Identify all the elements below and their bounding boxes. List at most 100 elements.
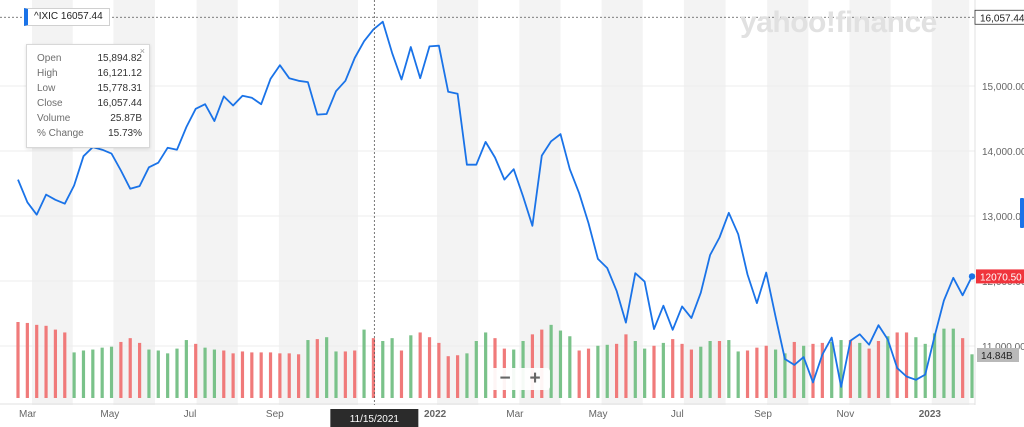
last-price-text: 12070.50: [980, 272, 1022, 283]
volume-bar: [390, 338, 394, 398]
volume-bar: [792, 341, 796, 398]
volume-bar: [914, 337, 918, 398]
volume-bar: [942, 328, 946, 398]
time-tick-label: Nov: [836, 409, 854, 420]
volume-bar: [652, 345, 656, 398]
tooltip-value: 15,894.82: [97, 53, 143, 64]
volume-bar: [296, 354, 301, 398]
volume-bar: [867, 348, 871, 398]
volume-bar: [661, 342, 665, 398]
tooltip-label: Low: [37, 83, 56, 94]
volume-bar: [802, 345, 806, 398]
zoom-out-button[interactable]: −: [499, 368, 511, 389]
volume-bar: [876, 341, 881, 398]
volume-bar: [166, 353, 170, 398]
price-tick-label: 15,000.00: [982, 82, 1024, 93]
volume-bar: [212, 349, 217, 398]
volume-bar: [231, 353, 235, 398]
tooltip-value: 16,057.44: [97, 98, 143, 109]
time-tick-label: Sep: [754, 409, 772, 420]
volume-bar: [315, 339, 319, 398]
price-grid: [0, 0, 976, 405]
volume-bar: [437, 342, 441, 398]
tooltip-value: 15,778.31: [97, 83, 143, 94]
volume-bar: [156, 350, 160, 398]
month-band: [767, 0, 809, 405]
time-tick-label: May: [100, 409, 119, 420]
volume-bar: [858, 342, 862, 398]
volume-bar: [932, 333, 937, 398]
volume-bar: [886, 336, 890, 398]
crosshair: [0, 0, 975, 405]
volume-bar: [203, 347, 207, 398]
volume-bar: [848, 340, 853, 398]
volume-bar: [820, 342, 824, 398]
volume-bar: [961, 338, 965, 398]
volume-bar: [371, 338, 376, 398]
volume-bar: [381, 341, 385, 398]
volume-bar: [250, 352, 254, 398]
volume-bar: [643, 348, 647, 398]
time-tick-label: 2023: [919, 409, 942, 420]
volume-bar: [25, 322, 29, 398]
volume-bar: [399, 350, 404, 398]
tooltip-row-low: Low 15,778.31: [37, 81, 142, 96]
volume-bar: [624, 334, 628, 398]
volume-bar: [549, 324, 553, 398]
volume-bar: [184, 340, 188, 398]
volume-bar: [830, 341, 834, 398]
zoom-in-button[interactable]: +: [529, 368, 541, 389]
volume-bar: [137, 342, 142, 398]
volume-bar: [839, 340, 843, 398]
volume-bar: [53, 329, 58, 398]
tooltip-label: Volume: [37, 113, 71, 124]
volume-bar: [175, 348, 179, 398]
month-band: [931, 0, 970, 405]
edge-tab: [1020, 198, 1024, 228]
price-tick-label: 11,000.00: [982, 342, 1024, 353]
volume-bar: [240, 351, 245, 398]
volume-bar: [334, 351, 338, 398]
volume-bar: [755, 347, 759, 398]
tooltip-row-volume: Volume 25.87B: [37, 111, 142, 126]
volume-bar: [63, 332, 67, 398]
volume-bar: [128, 338, 132, 398]
volume-bar: [904, 332, 909, 398]
volume-bar: [736, 351, 740, 398]
volume-bar: [278, 353, 282, 398]
volume-bar: [465, 353, 469, 398]
volume-bar: [745, 350, 750, 398]
month-band: [519, 0, 561, 405]
volume-bar: [699, 346, 703, 398]
volume-bar: [287, 353, 291, 398]
crosshair-date-text: 11/15/2021: [350, 414, 400, 425]
volume-bar: [970, 354, 974, 398]
volume-bar: [119, 341, 123, 398]
tooltip-value: 25.87B: [110, 113, 142, 124]
price-line-group: [17, 20, 976, 388]
volume-bar: [596, 345, 600, 398]
close-icon[interactable]: ×: [139, 46, 145, 56]
volume-bar: [91, 349, 95, 398]
volume-bar: [671, 339, 675, 398]
tooltip-row-change: % Change 15.73%: [37, 126, 142, 141]
volume-bar: [708, 341, 712, 398]
volume-bar: [586, 348, 591, 398]
zoom-controls: − +: [490, 368, 550, 390]
tooltip-row-close: Close 16,057.44: [37, 96, 142, 111]
time-tick-label: Jul: [184, 409, 197, 420]
price-line: [17, 20, 973, 388]
volume-bar: [484, 332, 488, 398]
last-price-badge: [976, 269, 1024, 284]
volume-bar: [306, 340, 310, 398]
volume-bar: [764, 345, 768, 398]
volume-bar: [194, 343, 198, 398]
volume-bar: [680, 343, 684, 398]
yahoo-finance-watermark: yahoo!finance: [740, 6, 937, 39]
time-tick-label: May: [589, 409, 608, 420]
price-tick-label: 13,000.00: [982, 212, 1024, 223]
tooltip-label: Close: [37, 98, 63, 109]
volume-bar: [558, 330, 563, 398]
volume-bar: [951, 328, 955, 398]
